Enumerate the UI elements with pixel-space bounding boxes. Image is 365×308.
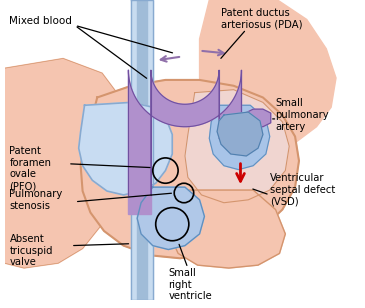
Polygon shape (217, 112, 263, 156)
Text: Mixed blood: Mixed blood (9, 16, 72, 26)
Polygon shape (137, 0, 147, 300)
Text: Ventricular
septal defect
(VSD): Ventricular septal defect (VSD) (270, 173, 335, 207)
Polygon shape (242, 109, 271, 127)
Polygon shape (128, 70, 242, 195)
Polygon shape (128, 195, 151, 214)
Text: Small
pulmonary
artery: Small pulmonary artery (276, 99, 329, 132)
Text: Patent ductus
arteriosus (PDA): Patent ductus arteriosus (PDA) (221, 8, 303, 29)
Polygon shape (79, 102, 172, 195)
Text: Pulmonary
stenosis: Pulmonary stenosis (9, 189, 63, 211)
Polygon shape (200, 0, 336, 146)
Polygon shape (5, 59, 117, 268)
Text: Patent
foramen
ovale
(PFO): Patent foramen ovale (PFO) (9, 146, 51, 191)
Polygon shape (170, 190, 285, 268)
Polygon shape (131, 0, 153, 300)
Text: Small
right
ventricle: Small right ventricle (168, 268, 212, 301)
Text: Absent
tricuspid
valve: Absent tricuspid valve (9, 234, 53, 267)
Polygon shape (209, 105, 270, 170)
Polygon shape (81, 80, 299, 258)
Polygon shape (185, 90, 289, 203)
Polygon shape (137, 187, 204, 249)
